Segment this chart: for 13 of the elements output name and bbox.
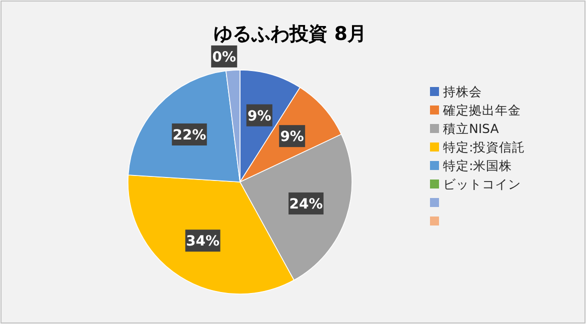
- data-label: 9%: [280, 129, 304, 146]
- legend-label: 確定拠出年金: [442, 102, 521, 118]
- legend-label: 持株会: [443, 84, 482, 99]
- data-label: 9%: [247, 108, 272, 124]
- chart-title: ゆるふわ投資 8月: [214, 23, 366, 45]
- legend-label: ビットコイン: [443, 176, 521, 192]
- data-label: 22%: [172, 127, 206, 144]
- data-label: 24%: [289, 196, 323, 212]
- legend-label: 特定:投資信託: [443, 140, 526, 154]
- text: 0%: [212, 49, 236, 66]
- legend-label: 特定:米国株: [443, 158, 512, 173]
- data-label: 34%: [186, 234, 220, 250]
- legend-label: 積立NISA: [443, 121, 500, 136]
